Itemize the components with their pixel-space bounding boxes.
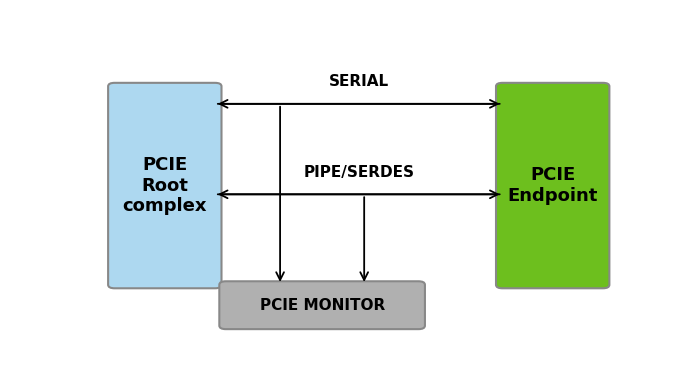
- FancyBboxPatch shape: [496, 83, 610, 288]
- Text: PCIE MONITOR: PCIE MONITOR: [260, 298, 385, 313]
- Text: SERIAL: SERIAL: [329, 74, 389, 89]
- FancyBboxPatch shape: [219, 281, 425, 329]
- Text: PCIE
Endpoint: PCIE Endpoint: [508, 166, 598, 205]
- Text: PIPE/SERDES: PIPE/SERDES: [303, 165, 414, 180]
- Text: PCIE
Root
complex: PCIE Root complex: [122, 156, 207, 215]
- FancyBboxPatch shape: [108, 83, 221, 288]
